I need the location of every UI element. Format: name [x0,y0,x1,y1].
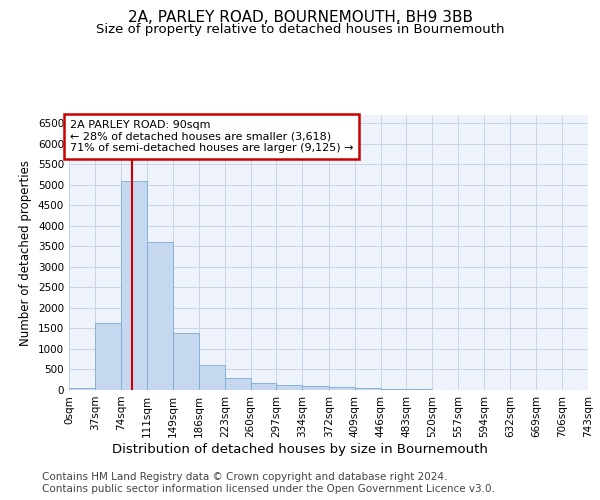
Bar [329,386,355,390]
Text: 2A, PARLEY ROAD, BOURNEMOUTH, BH9 3BB: 2A, PARLEY ROAD, BOURNEMOUTH, BH9 3BB [128,10,473,25]
Bar [199,366,225,390]
Bar [69,388,95,390]
Bar [146,242,173,390]
Text: Size of property relative to detached houses in Bournemouth: Size of property relative to detached ho… [96,22,504,36]
Text: Distribution of detached houses by size in Bournemouth: Distribution of detached houses by size … [112,442,488,456]
Bar [251,384,277,390]
Bar [302,386,329,390]
Bar [121,182,146,390]
Text: Contains public sector information licensed under the Open Government Licence v3: Contains public sector information licen… [42,484,495,494]
Bar [355,388,380,390]
Text: 2A PARLEY ROAD: 90sqm
← 28% of detached houses are smaller (3,618)
71% of semi-d: 2A PARLEY ROAD: 90sqm ← 28% of detached … [70,120,353,153]
Bar [225,378,251,390]
Bar [277,384,302,390]
Bar [173,332,199,390]
Text: Contains HM Land Registry data © Crown copyright and database right 2024.: Contains HM Land Registry data © Crown c… [42,472,448,482]
Bar [95,322,121,390]
Bar [380,389,406,390]
Y-axis label: Number of detached properties: Number of detached properties [19,160,32,346]
